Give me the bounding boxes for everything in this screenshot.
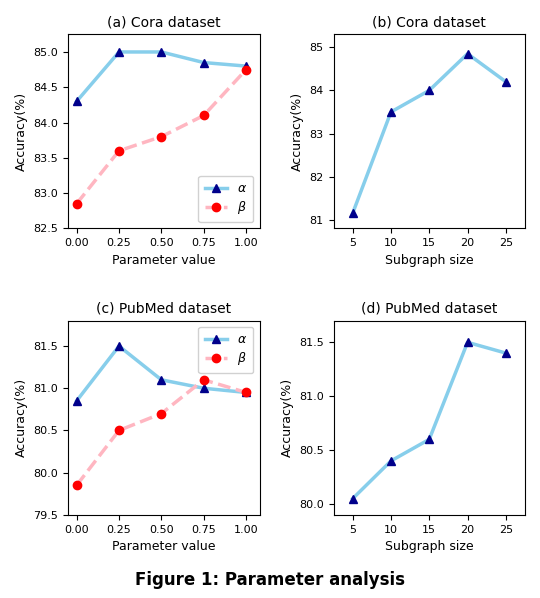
$\alpha$ (158, 48, 165, 56)
$\alpha$ (243, 389, 249, 396)
X-axis label: Subgraph size: Subgraph size (385, 254, 474, 267)
Title: (d) PubMed dataset: (d) PubMed dataset (361, 301, 497, 315)
$\beta$ (73, 482, 80, 489)
Y-axis label: Accuracy(%): Accuracy(%) (280, 378, 293, 457)
$\alpha$ (73, 98, 80, 105)
$\alpha$ (158, 376, 165, 383)
$\alpha$ (200, 59, 207, 66)
Title: (c) PubMed dataset: (c) PubMed dataset (96, 301, 232, 315)
$\beta$ (200, 376, 207, 383)
Y-axis label: Accuracy(%): Accuracy(%) (15, 378, 28, 457)
$\beta$ (243, 389, 249, 396)
$\alpha$ (116, 343, 122, 350)
Title: (b) Cora dataset: (b) Cora dataset (372, 15, 486, 29)
Line: $\alpha$: $\alpha$ (72, 342, 250, 405)
Text: Figure 1: Parameter analysis: Figure 1: Parameter analysis (135, 571, 405, 589)
$\beta$ (243, 66, 249, 73)
$\beta$ (116, 147, 122, 154)
Legend: $\alpha$, $\beta$: $\alpha$, $\beta$ (198, 176, 253, 222)
Y-axis label: Accuracy(%): Accuracy(%) (291, 92, 304, 171)
Line: $\beta$: $\beta$ (72, 376, 250, 489)
X-axis label: Parameter value: Parameter value (112, 254, 215, 267)
Y-axis label: Accuracy(%): Accuracy(%) (15, 92, 28, 171)
$\alpha$ (243, 63, 249, 70)
$\alpha$ (200, 385, 207, 392)
Line: $\beta$: $\beta$ (72, 65, 250, 208)
Legend: $\alpha$, $\beta$: $\alpha$, $\beta$ (198, 327, 253, 373)
X-axis label: Parameter value: Parameter value (112, 540, 215, 553)
$\beta$ (200, 112, 207, 119)
$\beta$ (158, 410, 165, 417)
$\alpha$ (116, 48, 122, 56)
X-axis label: Subgraph size: Subgraph size (385, 540, 474, 553)
$\beta$ (116, 427, 122, 434)
$\beta$ (73, 200, 80, 208)
Title: (a) Cora dataset: (a) Cora dataset (107, 15, 221, 29)
$\beta$ (158, 133, 165, 141)
Line: $\alpha$: $\alpha$ (72, 48, 250, 105)
$\alpha$ (73, 397, 80, 404)
